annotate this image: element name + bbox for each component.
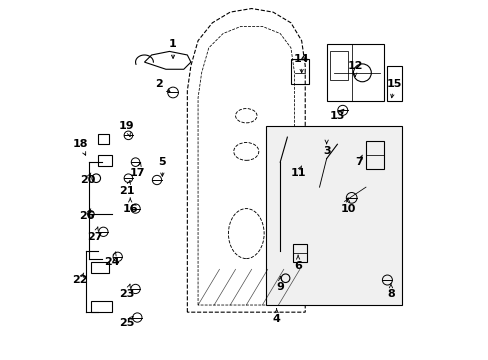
Text: 27: 27 (86, 232, 102, 242)
Text: 21: 21 (119, 186, 134, 196)
Text: 8: 8 (386, 289, 394, 299)
Text: 11: 11 (290, 168, 305, 178)
Text: 26: 26 (80, 211, 95, 221)
Text: 13: 13 (329, 111, 345, 121)
Text: 6: 6 (294, 261, 302, 271)
Text: 18: 18 (72, 139, 88, 149)
Text: 7: 7 (354, 157, 362, 167)
Bar (329, 51, 347, 80)
Text: 4: 4 (272, 314, 280, 324)
Bar (265, 126, 401, 305)
Text: 23: 23 (119, 289, 134, 299)
Text: 17: 17 (129, 168, 145, 178)
Bar (386, 66, 401, 102)
Text: 20: 20 (80, 175, 95, 185)
Bar (290, 59, 308, 84)
Bar (292, 244, 306, 262)
Text: 5: 5 (158, 157, 166, 167)
Text: 9: 9 (276, 282, 284, 292)
Text: 19: 19 (119, 121, 134, 131)
Text: 2: 2 (155, 78, 163, 89)
Bar (365, 141, 383, 169)
Text: 3: 3 (322, 147, 330, 157)
Text: 1: 1 (169, 39, 177, 49)
Text: 10: 10 (340, 203, 355, 213)
Text: 22: 22 (72, 275, 88, 285)
Text: 16: 16 (122, 203, 138, 213)
Text: 12: 12 (347, 61, 362, 71)
Text: 15: 15 (386, 78, 402, 89)
Bar (326, 44, 383, 102)
Text: 14: 14 (293, 54, 309, 64)
Text: 24: 24 (104, 257, 120, 267)
Text: 25: 25 (119, 318, 134, 328)
